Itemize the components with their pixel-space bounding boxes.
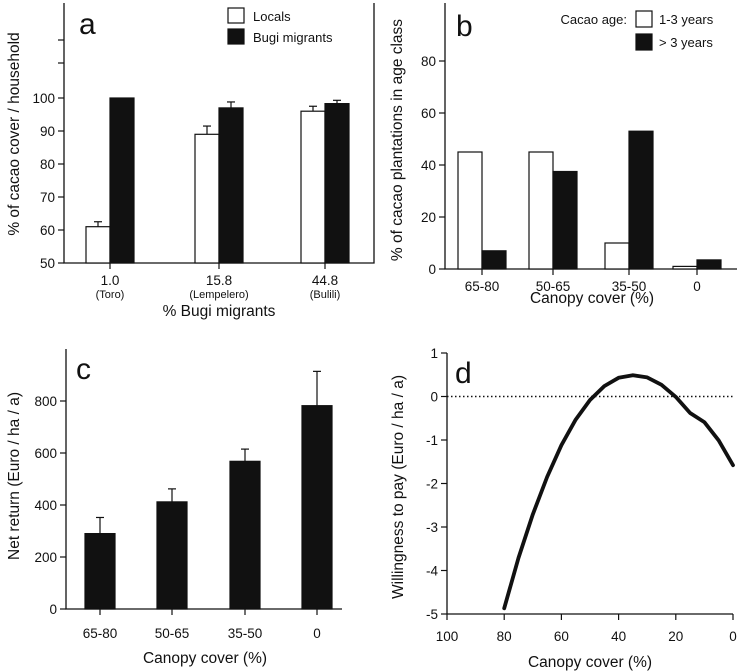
panel-d: -5 -4 -3 -2 -1 0 1 100 80 60 40 20 0 d Canopy cover (%… (390, 346, 737, 671)
x-axis-label: Canopy cover (%) (530, 290, 654, 307)
x-tick-label: 50-65 (155, 626, 190, 641)
bar (109, 97, 135, 264)
panel-b: 0 20 40 60 80 65-80 50-65 35-50 0 b Canopy cover (… (389, 3, 737, 307)
y-axis-label: Net return (Euro / ha / a) (6, 392, 23, 560)
bar (604, 242, 630, 270)
x-tick-sublabel: (Lempelero) (189, 289, 248, 301)
bar (552, 170, 578, 270)
x-axis-label: % Bugi migrants (163, 303, 276, 320)
bar (85, 226, 111, 264)
panel-a: 50 60 70 80 90 100 1.0(Toro) 15.8(Lempelero) 44.… (6, 3, 375, 320)
legend-label: Locals (253, 9, 291, 24)
panel-letter: b (456, 10, 473, 43)
panel-letter: d (455, 357, 472, 390)
y-tick-label: -5 (426, 607, 438, 622)
y-tick-label: 40 (421, 158, 436, 173)
y-tick-label: 60 (421, 106, 436, 121)
legend-swatch (635, 10, 653, 28)
y-tick-label: 70 (40, 190, 55, 205)
x-tick-sublabel: (Bulili) (310, 289, 341, 301)
legend-swatch (227, 7, 245, 24)
x-tick-label: 20 (668, 629, 683, 644)
y-tick-label: 0 (430, 390, 438, 405)
bar (324, 103, 350, 264)
bar (229, 460, 261, 610)
bar (528, 151, 554, 270)
x-tick-sublabel: (Toro) (96, 289, 125, 301)
x-tick-label: 0 (729, 629, 737, 644)
y-tick-label: -4 (426, 564, 438, 579)
y-tick-label: 80 (421, 54, 436, 69)
bar (194, 133, 220, 264)
bar (301, 405, 333, 610)
x-tick-label: 0 (693, 279, 701, 294)
y-tick-label: -1 (426, 433, 438, 448)
x-tick-label: 44.8 (312, 273, 338, 288)
panel-letter: a (79, 8, 96, 41)
x-tick-label: 60 (554, 629, 569, 644)
y-tick-label: 90 (40, 124, 55, 139)
x-tick-label: 35-50 (228, 626, 263, 641)
x-tick-label: 80 (497, 629, 512, 644)
panel-letter: c (76, 353, 91, 386)
x-tick-label: 35-50 (612, 279, 647, 294)
y-tick-label: 600 (34, 446, 57, 461)
x-axis-label: Canopy cover (%) (143, 650, 267, 667)
y-tick-label: 100 (32, 91, 55, 106)
legend-swatch (227, 28, 245, 45)
legend-label: Bugi migrants (253, 30, 333, 45)
legend-label: 1-3 years (659, 12, 714, 27)
y-tick-label: 50 (40, 256, 55, 271)
bar (457, 151, 483, 270)
y-tick-label: 20 (421, 210, 436, 225)
legend-swatch (635, 33, 653, 51)
bar (84, 532, 116, 610)
x-tick-label: 0 (313, 626, 321, 641)
y-tick-label: 0 (428, 262, 436, 277)
x-tick-label: 1.0 (101, 273, 120, 288)
bar (696, 259, 722, 270)
plot-frame (446, 353, 733, 615)
x-axis-label: Canopy cover (%) (528, 654, 652, 671)
x-tick-label: 50-65 (536, 279, 571, 294)
y-axis-label: % of cacao cover / household (6, 32, 23, 235)
panel-c: 0 200 400 600 800 65-80 50-65 35-50 0 c Canopy cov… (6, 349, 342, 667)
bar (156, 501, 188, 610)
bar (672, 265, 698, 270)
wtp-curve (502, 373, 735, 611)
y-tick-label: 400 (34, 498, 57, 513)
bar (218, 107, 244, 264)
y-tick-label: 1 (430, 346, 438, 361)
y-tick-label: 800 (34, 394, 57, 409)
x-tick-label: 40 (611, 629, 626, 644)
y-tick-label: -3 (426, 520, 438, 535)
x-tick-label: 65-80 (83, 626, 118, 641)
bar (628, 130, 654, 270)
bar (300, 110, 326, 264)
x-tick-label: 15.8 (206, 273, 232, 288)
bar (481, 250, 507, 270)
y-axis-label: % of cacao plantations in age class (389, 19, 406, 261)
legend-title: Cacao age: (561, 12, 628, 27)
y-axis-label: Willingness to pay (Euro / ha / a) (390, 375, 407, 599)
x-tick-label: 65-80 (465, 279, 500, 294)
x-tick-label: 100 (436, 629, 459, 644)
y-tick-label: 80 (40, 157, 55, 172)
y-tick-label: 200 (34, 550, 57, 565)
y-tick-label: 0 (49, 602, 57, 617)
y-tick-label: -2 (426, 477, 438, 492)
legend-label: > 3 years (659, 35, 713, 50)
y-tick-label: 60 (40, 223, 55, 238)
